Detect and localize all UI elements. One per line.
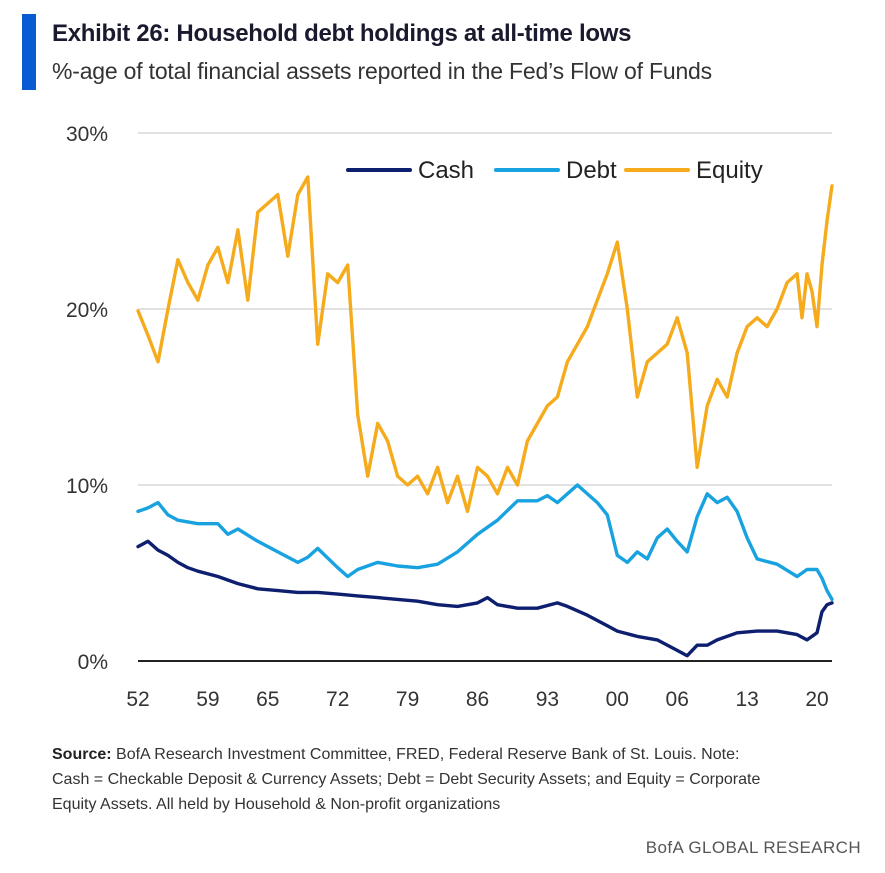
series-line-debt — [136, 483, 834, 602]
x-tick-label: 59 — [196, 688, 219, 711]
x-tick-label: 65 — [256, 688, 279, 711]
x-tick-label: 86 — [466, 688, 489, 711]
source-line-3: Equity Assets. All held by Household & N… — [52, 796, 501, 813]
source-text-1: BofA Research Investment Committee, FRED… — [116, 746, 740, 763]
x-tick-label: 00 — [606, 688, 629, 711]
source-line-2: Cash = Checkable Deposit & Currency Asse… — [52, 771, 761, 788]
source-line-1: Source: BofA Research Investment Committ… — [52, 742, 862, 767]
x-tick-label: 79 — [396, 688, 419, 711]
series-line-equity — [136, 175, 834, 514]
x-tick-label: 06 — [666, 688, 689, 711]
page-title: Exhibit 26: Household debt holdings at a… — [52, 20, 632, 47]
x-tick-label: 20 — [805, 688, 828, 711]
legend-label-cash: Cash — [418, 157, 474, 184]
y-tick-label: 0% — [78, 651, 108, 674]
source-footnote: Source: BofA Research Investment Committ… — [52, 742, 862, 817]
series-line-cash — [136, 539, 834, 658]
y-tick-label: 30% — [66, 123, 108, 146]
page-subtitle: %-age of total financial assets reported… — [52, 58, 712, 84]
brand-footer: BofA GLOBAL RESEARCH — [645, 838, 861, 857]
x-tick-label: 13 — [735, 688, 758, 711]
x-tick-label: 52 — [126, 688, 149, 711]
y-tick-label: 10% — [66, 475, 108, 498]
x-tick-label: 93 — [536, 688, 559, 711]
legend-label-debt: Debt — [566, 157, 617, 184]
source-label: Source: — [52, 746, 112, 763]
x-tick-label: 72 — [326, 688, 349, 711]
legend-label-equity: Equity — [696, 157, 763, 184]
y-tick-label: 20% — [66, 299, 108, 322]
title-accent-bar — [22, 14, 36, 90]
line-chart: 0% 10% 20% 30% 52 59 65 72 79 86 93 00 06 13 20 Cash Deb… — [66, 123, 834, 711]
